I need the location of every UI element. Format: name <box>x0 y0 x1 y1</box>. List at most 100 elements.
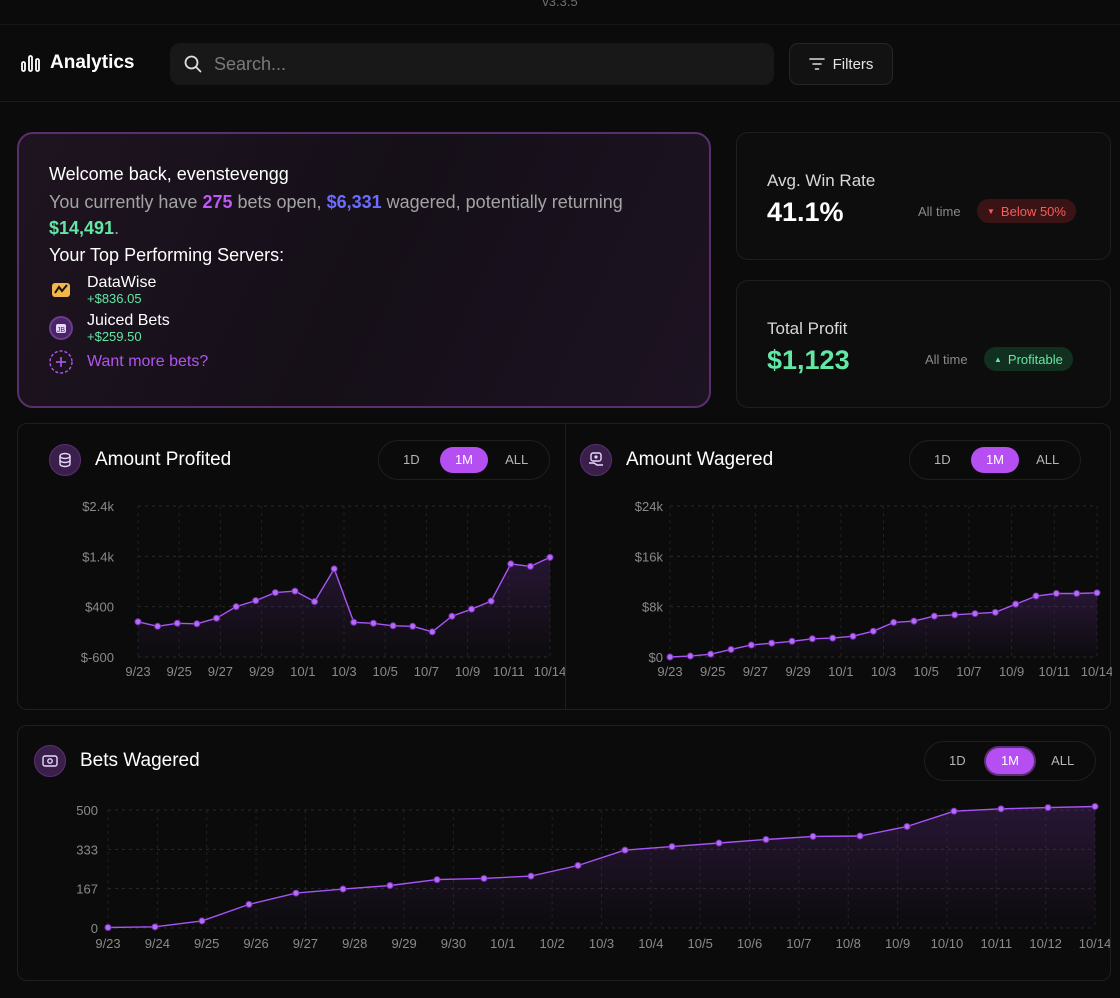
x-tick-label: 9/23 <box>95 936 120 951</box>
filters-button[interactable]: Filters <box>789 43 893 85</box>
y-tick-label: $16k <box>635 549 664 564</box>
bets-chart-title: Bets Wagered <box>34 745 200 777</box>
wagered-range-toggle: 1D 1M ALL <box>909 440 1081 480</box>
y-tick-label: $0 <box>649 650 663 665</box>
data-point <box>849 632 857 640</box>
y-tick-label: 500 <box>76 803 98 818</box>
server-amount: +$836.05 <box>87 291 142 306</box>
data-point <box>151 923 159 931</box>
server-item-juiced-bets[interactable]: JB Juiced Bets +$259.50 <box>49 312 679 344</box>
data-point <box>809 832 817 840</box>
series-area <box>108 806 1095 928</box>
toggle-1m[interactable]: 1M <box>985 748 1034 774</box>
data-point <box>232 603 240 611</box>
data-point <box>104 924 112 932</box>
data-point <box>134 618 142 626</box>
x-tick-label: 10/3 <box>331 664 356 679</box>
server-name: Juiced Bets <box>87 312 170 329</box>
data-point <box>1052 589 1060 597</box>
caret-down-icon: ▼ <box>987 206 995 216</box>
x-tick-label: 10/7 <box>414 664 439 679</box>
y-tick-label: $24k <box>635 499 664 514</box>
x-tick-label: 9/27 <box>743 664 768 679</box>
data-point <box>768 639 776 647</box>
toggle-1d[interactable]: 1D <box>934 452 951 467</box>
data-point <box>433 876 441 884</box>
server-amount: +$259.50 <box>87 329 142 344</box>
data-point <box>480 874 488 882</box>
x-tick-label: 10/1 <box>828 664 853 679</box>
data-point <box>991 608 999 616</box>
data-point <box>715 839 723 847</box>
x-tick-label: 10/11 <box>493 664 525 679</box>
search-box[interactable] <box>170 43 774 85</box>
x-tick-label: 10/4 <box>638 936 663 951</box>
data-point <box>890 618 898 626</box>
status-badge: ▼ Below 50% <box>977 199 1076 223</box>
data-point <box>311 598 319 606</box>
y-tick-label: $8k <box>642 600 663 615</box>
series-line <box>669 592 1098 658</box>
x-tick-label: 10/6 <box>737 936 762 951</box>
win-rate-value: 41.1% <box>767 197 844 227</box>
data-point <box>252 597 260 605</box>
win-rate-card: Avg. Win Rate 41.1% All time ▼ Below 50% <box>736 132 1111 260</box>
data-point <box>1032 592 1040 600</box>
y-tick-label: $-600 <box>81 650 114 665</box>
toggle-all[interactable]: ALL <box>1051 753 1075 768</box>
data-point <box>950 807 958 815</box>
win-rate-range: All time <box>918 204 961 219</box>
toggle-1d[interactable]: 1D <box>403 452 420 467</box>
version-label: v3.3.5 <box>542 0 578 9</box>
x-tick-label: 10/2 <box>539 936 564 951</box>
x-tick-label: 10/3 <box>871 664 896 679</box>
data-point <box>193 620 201 628</box>
data-point <box>173 619 181 627</box>
x-tick-label: 9/23 <box>657 664 682 679</box>
x-tick-label: 9/25 <box>194 936 219 951</box>
data-point <box>808 635 816 643</box>
brand[interactable]: Analytics <box>20 52 134 74</box>
data-point <box>621 846 629 854</box>
toggle-all[interactable]: ALL <box>1036 452 1060 467</box>
data-point <box>409 622 417 630</box>
want-more-bets-link[interactable]: Want more bets? <box>49 350 679 374</box>
wagered-chart-title: Amount Wagered <box>580 444 773 476</box>
x-tick-label: 10/8 <box>836 936 861 951</box>
wagered-chart: $24k $16k $8k $09/23 9/25 9/27 9/29 10/1 10/3 10/… <box>635 499 1112 679</box>
x-tick-label: 9/28 <box>342 936 367 951</box>
data-point <box>1012 600 1020 608</box>
server-item-datawise[interactable]: DataWise +$836.05 <box>49 274 679 306</box>
data-point <box>727 645 735 653</box>
welcome-greeting: Welcome back, evenstevengg <box>49 164 289 184</box>
toggle-1m[interactable]: 1M <box>970 447 1019 473</box>
want-more-bets-label: Want more bets? <box>87 353 209 370</box>
data-point <box>271 589 279 597</box>
data-point <box>428 628 436 636</box>
toggle-1d[interactable]: 1D <box>949 753 966 768</box>
profited-range-toggle: 1D 1M ALL <box>378 440 550 480</box>
toggle-1m[interactable]: 1M <box>439 447 488 473</box>
bets-open-count: 275 <box>202 192 233 212</box>
data-point <box>762 836 770 843</box>
toggle-all[interactable]: ALL <box>505 452 529 467</box>
data-point <box>903 823 911 831</box>
series-area <box>138 557 550 657</box>
svg-text:JB: JB <box>57 327 66 334</box>
x-tick-label: 9/29 <box>785 664 810 679</box>
data-point <box>468 605 476 613</box>
search-input[interactable] <box>214 53 714 75</box>
returning-amount: $14,491 <box>49 218 115 238</box>
data-point <box>856 832 864 840</box>
bets-wagered-panel: Bets Wagered 1D 1M ALL 500 333 167 0 9/23 9/2… <box>17 725 1111 981</box>
x-tick-label: 10/9 <box>885 936 910 951</box>
data-point <box>198 917 206 925</box>
data-point <box>747 641 755 649</box>
data-point <box>930 612 938 620</box>
data-point <box>1073 589 1081 597</box>
data-point <box>869 627 877 635</box>
top-servers-title: Your Top Performing Servers: <box>49 245 285 265</box>
data-point <box>350 618 358 626</box>
plus-circle-icon <box>49 350 73 374</box>
server-name: DataWise <box>87 274 157 291</box>
